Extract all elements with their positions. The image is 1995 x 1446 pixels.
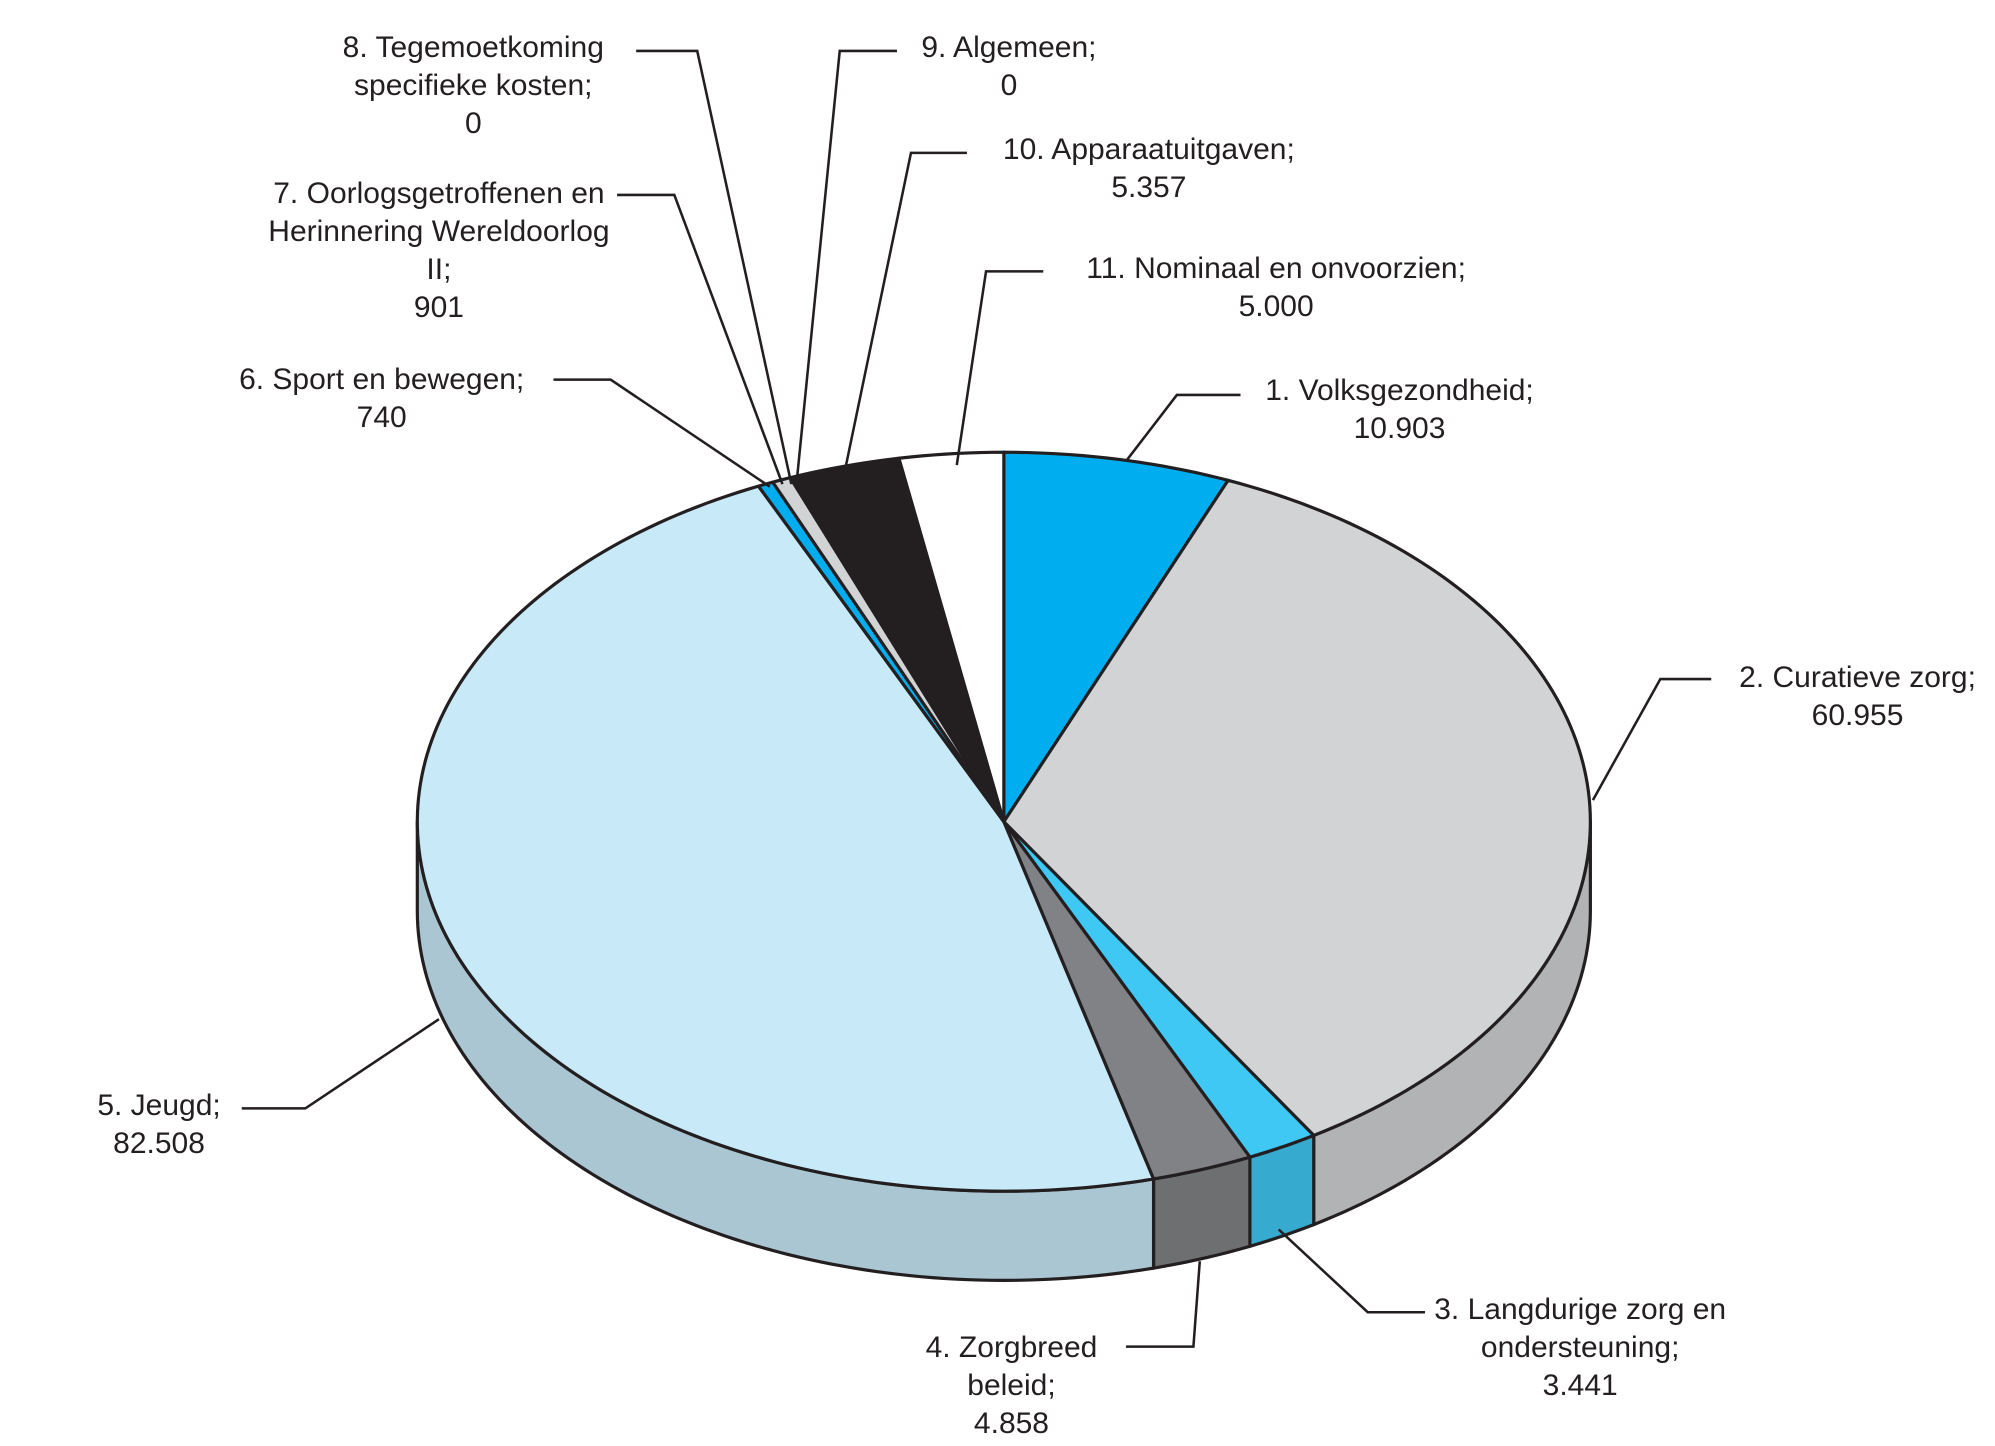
slice-label: 1. Volksgezondheid; 10.903 bbox=[1209, 372, 1591, 448]
value-label: 5.000 bbox=[1238, 289, 1314, 323]
value-label: 740 bbox=[356, 400, 407, 434]
leader-line bbox=[553, 378, 771, 488]
leader-line bbox=[844, 151, 967, 466]
value-label: 60.955 bbox=[1811, 698, 1904, 732]
slice-label: 6. Sport en bewegen; 740 bbox=[178, 361, 585, 437]
category-label: 7. Oorlogsgetroffenen en Herinnering Wer… bbox=[268, 176, 610, 286]
leader-line bbox=[617, 193, 784, 485]
slice-label: 7. Oorlogsgetroffenen en Herinnering Wer… bbox=[254, 175, 623, 327]
category-label: 11. Nominaal en onvoorzien; bbox=[1086, 251, 1466, 285]
slice-label: 5. Jeugd; 82.508 bbox=[57, 1087, 261, 1163]
leader-line bbox=[1124, 393, 1241, 462]
value-label: 3.441 bbox=[1542, 1368, 1618, 1402]
slice-label: 2. Curatieve zorg; 60.955 bbox=[1667, 659, 1995, 735]
category-label: 6. Sport en bewegen; bbox=[239, 362, 525, 396]
category-label: 4. Zorgbreed beleid; bbox=[925, 1330, 1098, 1402]
category-label: 2. Curatieve zorg; bbox=[1739, 660, 1976, 694]
pie-slice bbox=[897, 450, 1006, 824]
value-label: 0 bbox=[464, 107, 482, 141]
value-label: 901 bbox=[413, 290, 464, 324]
leader-line bbox=[1277, 1228, 1425, 1314]
value-label: 4.858 bbox=[973, 1406, 1049, 1440]
category-label: 8. Tegemoetkoming specifieke kosten; bbox=[342, 31, 604, 103]
value-label: 0 bbox=[1000, 69, 1018, 103]
pie-slice bbox=[1002, 820, 1316, 1159]
leader-line bbox=[636, 49, 793, 485]
leader-line bbox=[241, 1018, 440, 1110]
pie-slice bbox=[1002, 450, 1230, 824]
slice-label: 11. Nominaal en onvoorzien; 5.000 bbox=[1022, 250, 1531, 326]
pie-slice bbox=[1002, 478, 1592, 1138]
category-label: 3. Langdurige zorg en ondersteuning; bbox=[1434, 1292, 1727, 1364]
slice-label: 3. Langdurige zorg en ondersteuning; 3.44… bbox=[1402, 1291, 1758, 1405]
category-label: 10. Apparaatuitgaven; bbox=[1002, 133, 1295, 167]
value-label: 82.508 bbox=[113, 1126, 205, 1160]
pie-slice bbox=[415, 484, 1156, 1193]
value-label: 10.903 bbox=[1353, 412, 1446, 445]
leader-line bbox=[955, 270, 1044, 466]
leader-line bbox=[1125, 1261, 1202, 1348]
slice-label: 8. Tegemoetkoming specifieke kosten; 0 bbox=[302, 29, 646, 143]
leader-line bbox=[795, 49, 897, 485]
pie-slice bbox=[788, 456, 1006, 824]
leader-line bbox=[1591, 677, 1712, 801]
category-label: 9. Algemeen; bbox=[921, 31, 1097, 65]
value-label: 5.357 bbox=[1111, 171, 1187, 205]
slice-label: 10. Apparaatuitgaven; 5.357 bbox=[945, 131, 1352, 207]
category-label: 1. Volksgezondheid; bbox=[1265, 374, 1534, 407]
slice-label: 4. Zorgbreed beleid; 4.858 bbox=[916, 1329, 1107, 1443]
category-label: 5. Jeugd; bbox=[97, 1088, 221, 1122]
pie-slice bbox=[1002, 820, 1252, 1181]
slice-label: 9. Algemeen; 0 bbox=[882, 29, 1136, 105]
